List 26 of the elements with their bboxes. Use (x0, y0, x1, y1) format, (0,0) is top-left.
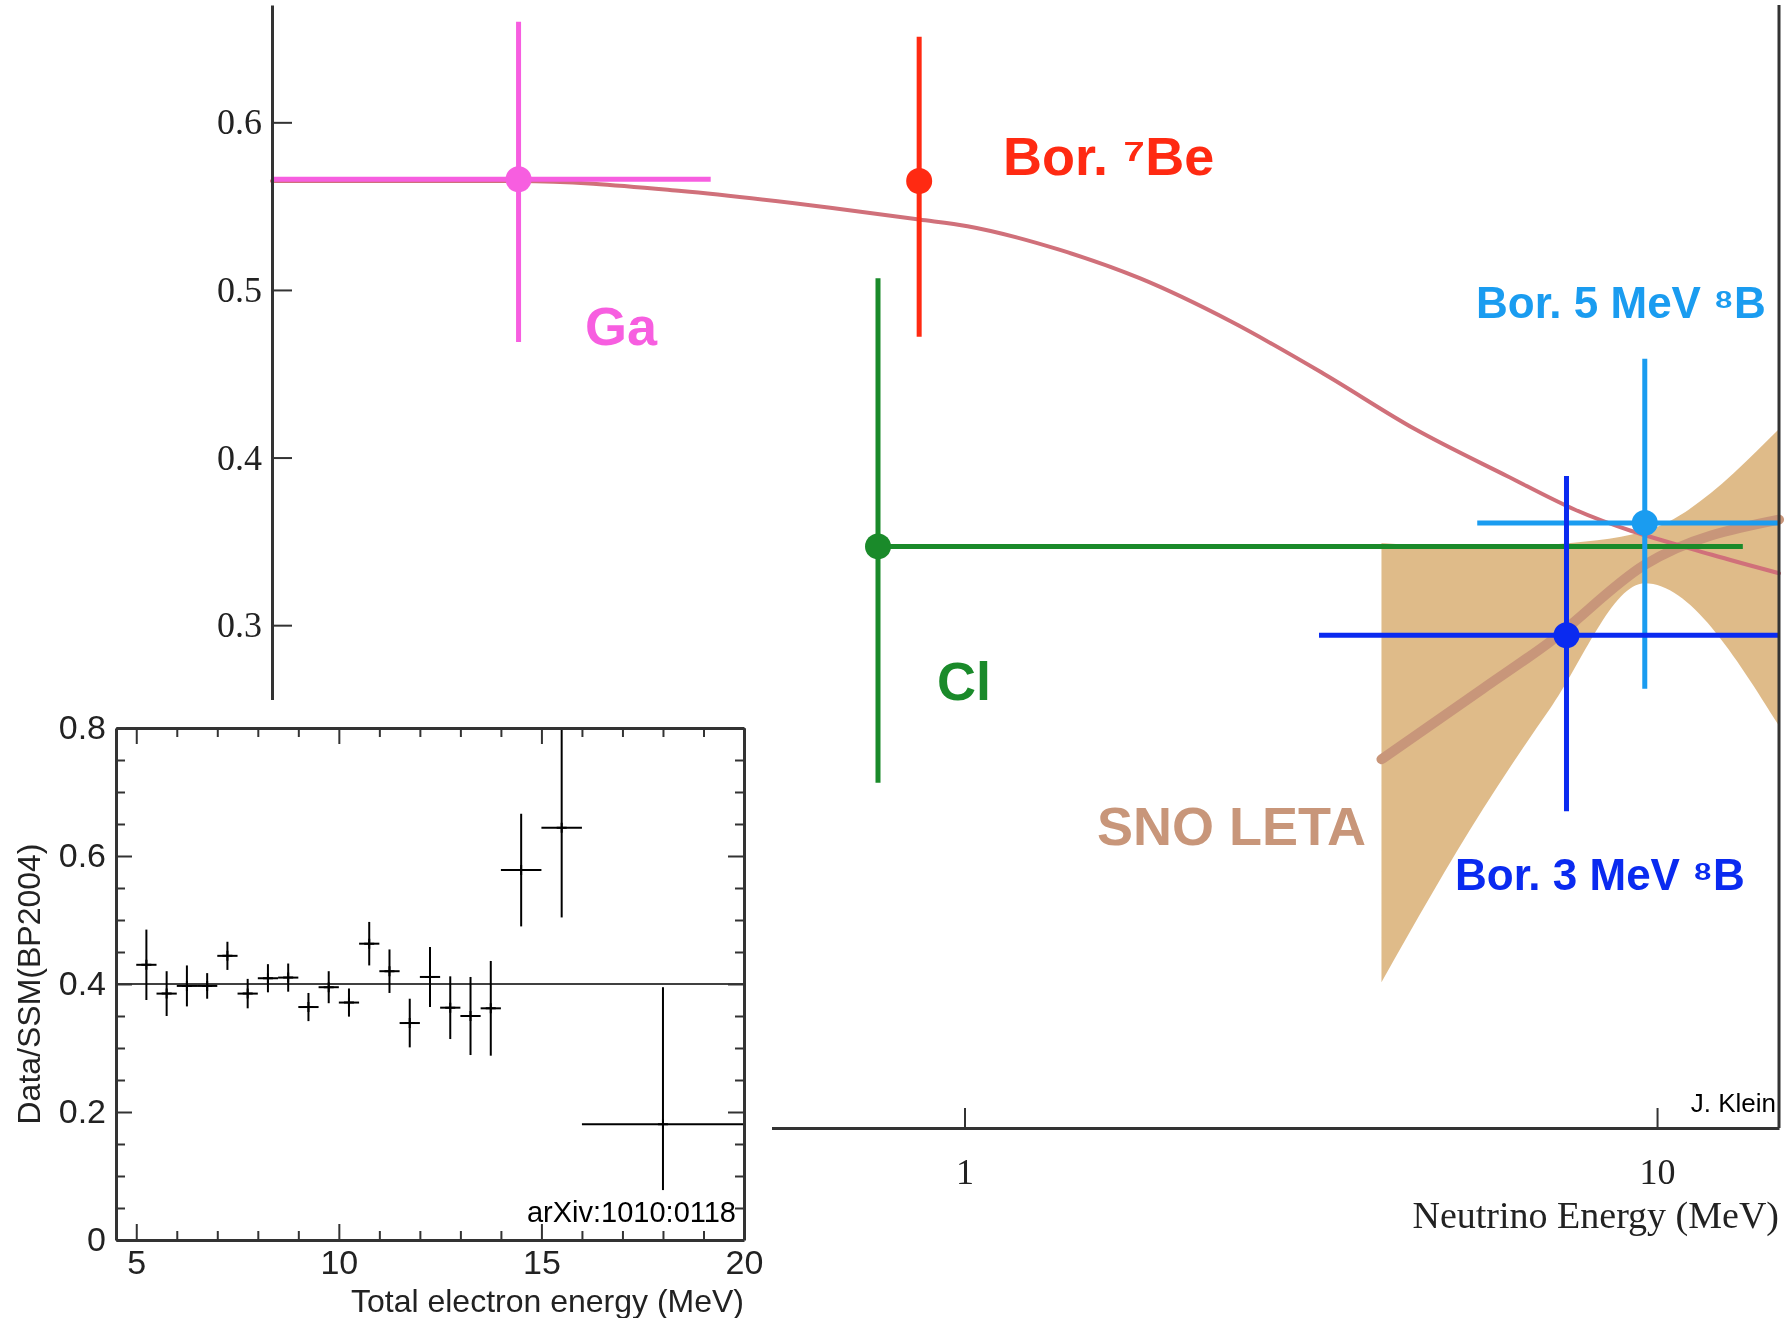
annotation: arXiv:1010:0118 (526, 1196, 736, 1228)
x-axis-title: Total electron energy (MeV) (350, 1283, 744, 1318)
y-tick-label: 0.6 (217, 102, 262, 143)
text: Bor. 5 MeV ⁸B (1476, 278, 1766, 327)
y-tick-label: 0.4 (58, 964, 106, 1003)
x-tick-label: 10 (320, 1243, 359, 1282)
y-tick-label: 0.3 (217, 605, 262, 646)
x-tick-label: 20 (725, 1243, 764, 1282)
text: Bor. 3 MeV ⁸B (1455, 850, 1745, 899)
y-tick-label: 0 (87, 1220, 106, 1259)
x-tick-label: 10 (1639, 1151, 1676, 1192)
y-tick-label: 0.8 (58, 708, 106, 747)
y-tick-label: 0.4 (217, 437, 262, 478)
y-tick-label: 0.5 (217, 269, 262, 310)
y-tick-label: 0.2 (58, 1092, 106, 1131)
y-tick-label: 0.6 (58, 836, 106, 875)
x-tick-label: 15 (523, 1243, 561, 1282)
series-label: Cl (937, 651, 991, 711)
x-axis-title: Neutrino Energy (MeV) (1412, 1194, 1779, 1237)
annotation: J. Klein (1690, 1088, 1776, 1118)
series-label: SNO LETA (1097, 796, 1366, 856)
text: Ga (585, 296, 658, 356)
x-tick-label: 1 (956, 1151, 975, 1192)
series-label: Bor. ⁷Be (1003, 126, 1215, 186)
x-tick-label: 5 (127, 1243, 147, 1282)
y-axis-title: Data/SSM(BP2004) (11, 843, 47, 1125)
